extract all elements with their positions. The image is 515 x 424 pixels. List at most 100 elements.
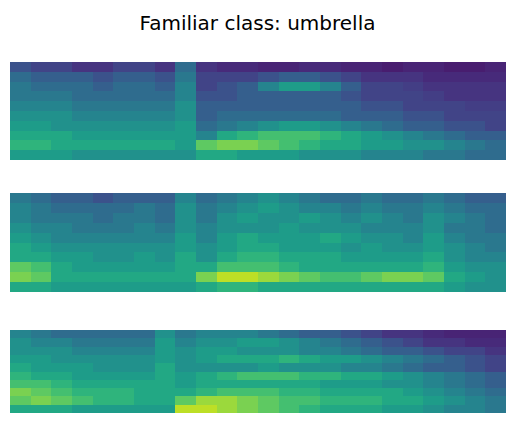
heatmap-cell bbox=[134, 380, 155, 389]
heatmap-cell bbox=[341, 140, 362, 150]
heatmap-cell bbox=[217, 282, 238, 292]
heatmap-cell bbox=[299, 388, 320, 397]
heatmap-cell bbox=[93, 82, 114, 92]
heatmap-cell bbox=[465, 193, 486, 203]
heatmap-cell bbox=[341, 233, 362, 243]
heatmap-cell bbox=[320, 262, 341, 272]
heatmap-cell bbox=[279, 338, 300, 347]
heatmap-cell bbox=[485, 347, 506, 356]
heatmap-cell bbox=[279, 243, 300, 253]
heatmap-cell bbox=[299, 203, 320, 213]
heatmap-cell bbox=[175, 62, 196, 72]
heatmap-cell bbox=[134, 396, 155, 405]
heatmap-cell bbox=[134, 62, 155, 72]
heatmap-cell bbox=[175, 372, 196, 381]
heatmap-cell bbox=[217, 150, 238, 160]
heatmap-cell bbox=[72, 282, 93, 292]
heatmap-cell bbox=[31, 388, 52, 397]
heatmap-cell bbox=[320, 203, 341, 213]
heatmap-cell bbox=[361, 405, 382, 413]
heatmap-cell bbox=[134, 355, 155, 364]
heatmap-cell bbox=[341, 338, 362, 347]
heatmap-cell bbox=[134, 150, 155, 160]
heatmap-cell bbox=[485, 223, 506, 233]
heatmap-cell bbox=[444, 150, 465, 160]
heatmap-cell bbox=[444, 193, 465, 203]
heatmap-cell bbox=[382, 203, 403, 213]
heatmap-cell bbox=[93, 193, 114, 203]
heatmap-cell bbox=[465, 347, 486, 356]
heatmap-cell bbox=[403, 347, 424, 356]
heatmap-cell bbox=[299, 121, 320, 131]
heatmap-cell bbox=[258, 121, 279, 131]
heatmap-cell bbox=[31, 82, 52, 92]
heatmap-cell bbox=[258, 233, 279, 243]
heatmap-cell bbox=[465, 243, 486, 253]
heatmap-cell bbox=[485, 121, 506, 131]
heatmap-cell bbox=[485, 338, 506, 347]
heatmap-cell bbox=[196, 338, 217, 347]
heatmap-cell bbox=[72, 243, 93, 253]
heatmap-cell bbox=[258, 203, 279, 213]
heatmap-cell bbox=[423, 72, 444, 82]
heatmap-cell bbox=[341, 91, 362, 101]
heatmap-cell bbox=[361, 252, 382, 262]
heatmap-cell bbox=[10, 213, 31, 223]
heatmap-cell bbox=[320, 396, 341, 405]
heatmap-cell bbox=[258, 338, 279, 347]
heatmap-cell bbox=[258, 193, 279, 203]
heatmap-cell bbox=[279, 363, 300, 372]
heatmap-cell bbox=[155, 388, 176, 397]
heatmap-cell bbox=[31, 243, 52, 253]
heatmap-cell bbox=[155, 233, 176, 243]
heatmap-cell bbox=[31, 72, 52, 82]
heatmap-cell bbox=[196, 62, 217, 72]
heatmap-cell bbox=[72, 223, 93, 233]
heatmap-cell bbox=[444, 82, 465, 92]
heatmap-cell bbox=[51, 252, 72, 262]
heatmap-cell bbox=[465, 223, 486, 233]
heatmap-cell bbox=[134, 347, 155, 356]
heatmap-cell bbox=[196, 380, 217, 389]
heatmap-cell bbox=[134, 223, 155, 233]
heatmap-cell bbox=[113, 223, 134, 233]
heatmap-cell bbox=[155, 272, 176, 282]
heatmap-cell bbox=[237, 282, 258, 292]
heatmap-cell bbox=[423, 101, 444, 111]
heatmap-cell bbox=[175, 388, 196, 397]
heatmap-cell bbox=[361, 213, 382, 223]
heatmap-cell bbox=[31, 131, 52, 141]
heatmap-cell bbox=[93, 213, 114, 223]
heatmap-cell bbox=[196, 111, 217, 121]
heatmap-cell bbox=[465, 252, 486, 262]
heatmap-cell bbox=[10, 396, 31, 405]
heatmap-cell bbox=[93, 347, 114, 356]
heatmap-cell bbox=[196, 91, 217, 101]
heatmap-cell bbox=[196, 233, 217, 243]
heatmap-cell bbox=[51, 131, 72, 141]
heatmap-cell bbox=[382, 82, 403, 92]
heatmap-cell bbox=[113, 140, 134, 150]
heatmap-cell bbox=[299, 272, 320, 282]
heatmap-cell bbox=[485, 252, 506, 262]
heatmap-cell bbox=[299, 101, 320, 111]
heatmap-cell bbox=[361, 233, 382, 243]
heatmap-cell bbox=[444, 91, 465, 101]
heatmap-cell bbox=[403, 82, 424, 92]
heatmap-cell bbox=[10, 330, 31, 339]
heatmap-cell bbox=[279, 388, 300, 397]
heatmap-cell bbox=[423, 262, 444, 272]
heatmap-cell bbox=[10, 91, 31, 101]
heatmap-cell bbox=[10, 347, 31, 356]
heatmap-cell bbox=[382, 396, 403, 405]
heatmap-cell bbox=[279, 233, 300, 243]
heatmap-cell bbox=[134, 233, 155, 243]
heatmap-cell bbox=[423, 140, 444, 150]
heatmap-cell bbox=[423, 121, 444, 131]
heatmap-cell bbox=[31, 380, 52, 389]
heatmap-cell bbox=[258, 140, 279, 150]
heatmap-cell bbox=[485, 111, 506, 121]
heatmap-cell bbox=[217, 388, 238, 397]
heatmap-cell bbox=[237, 121, 258, 131]
heatmap-cell bbox=[423, 355, 444, 364]
